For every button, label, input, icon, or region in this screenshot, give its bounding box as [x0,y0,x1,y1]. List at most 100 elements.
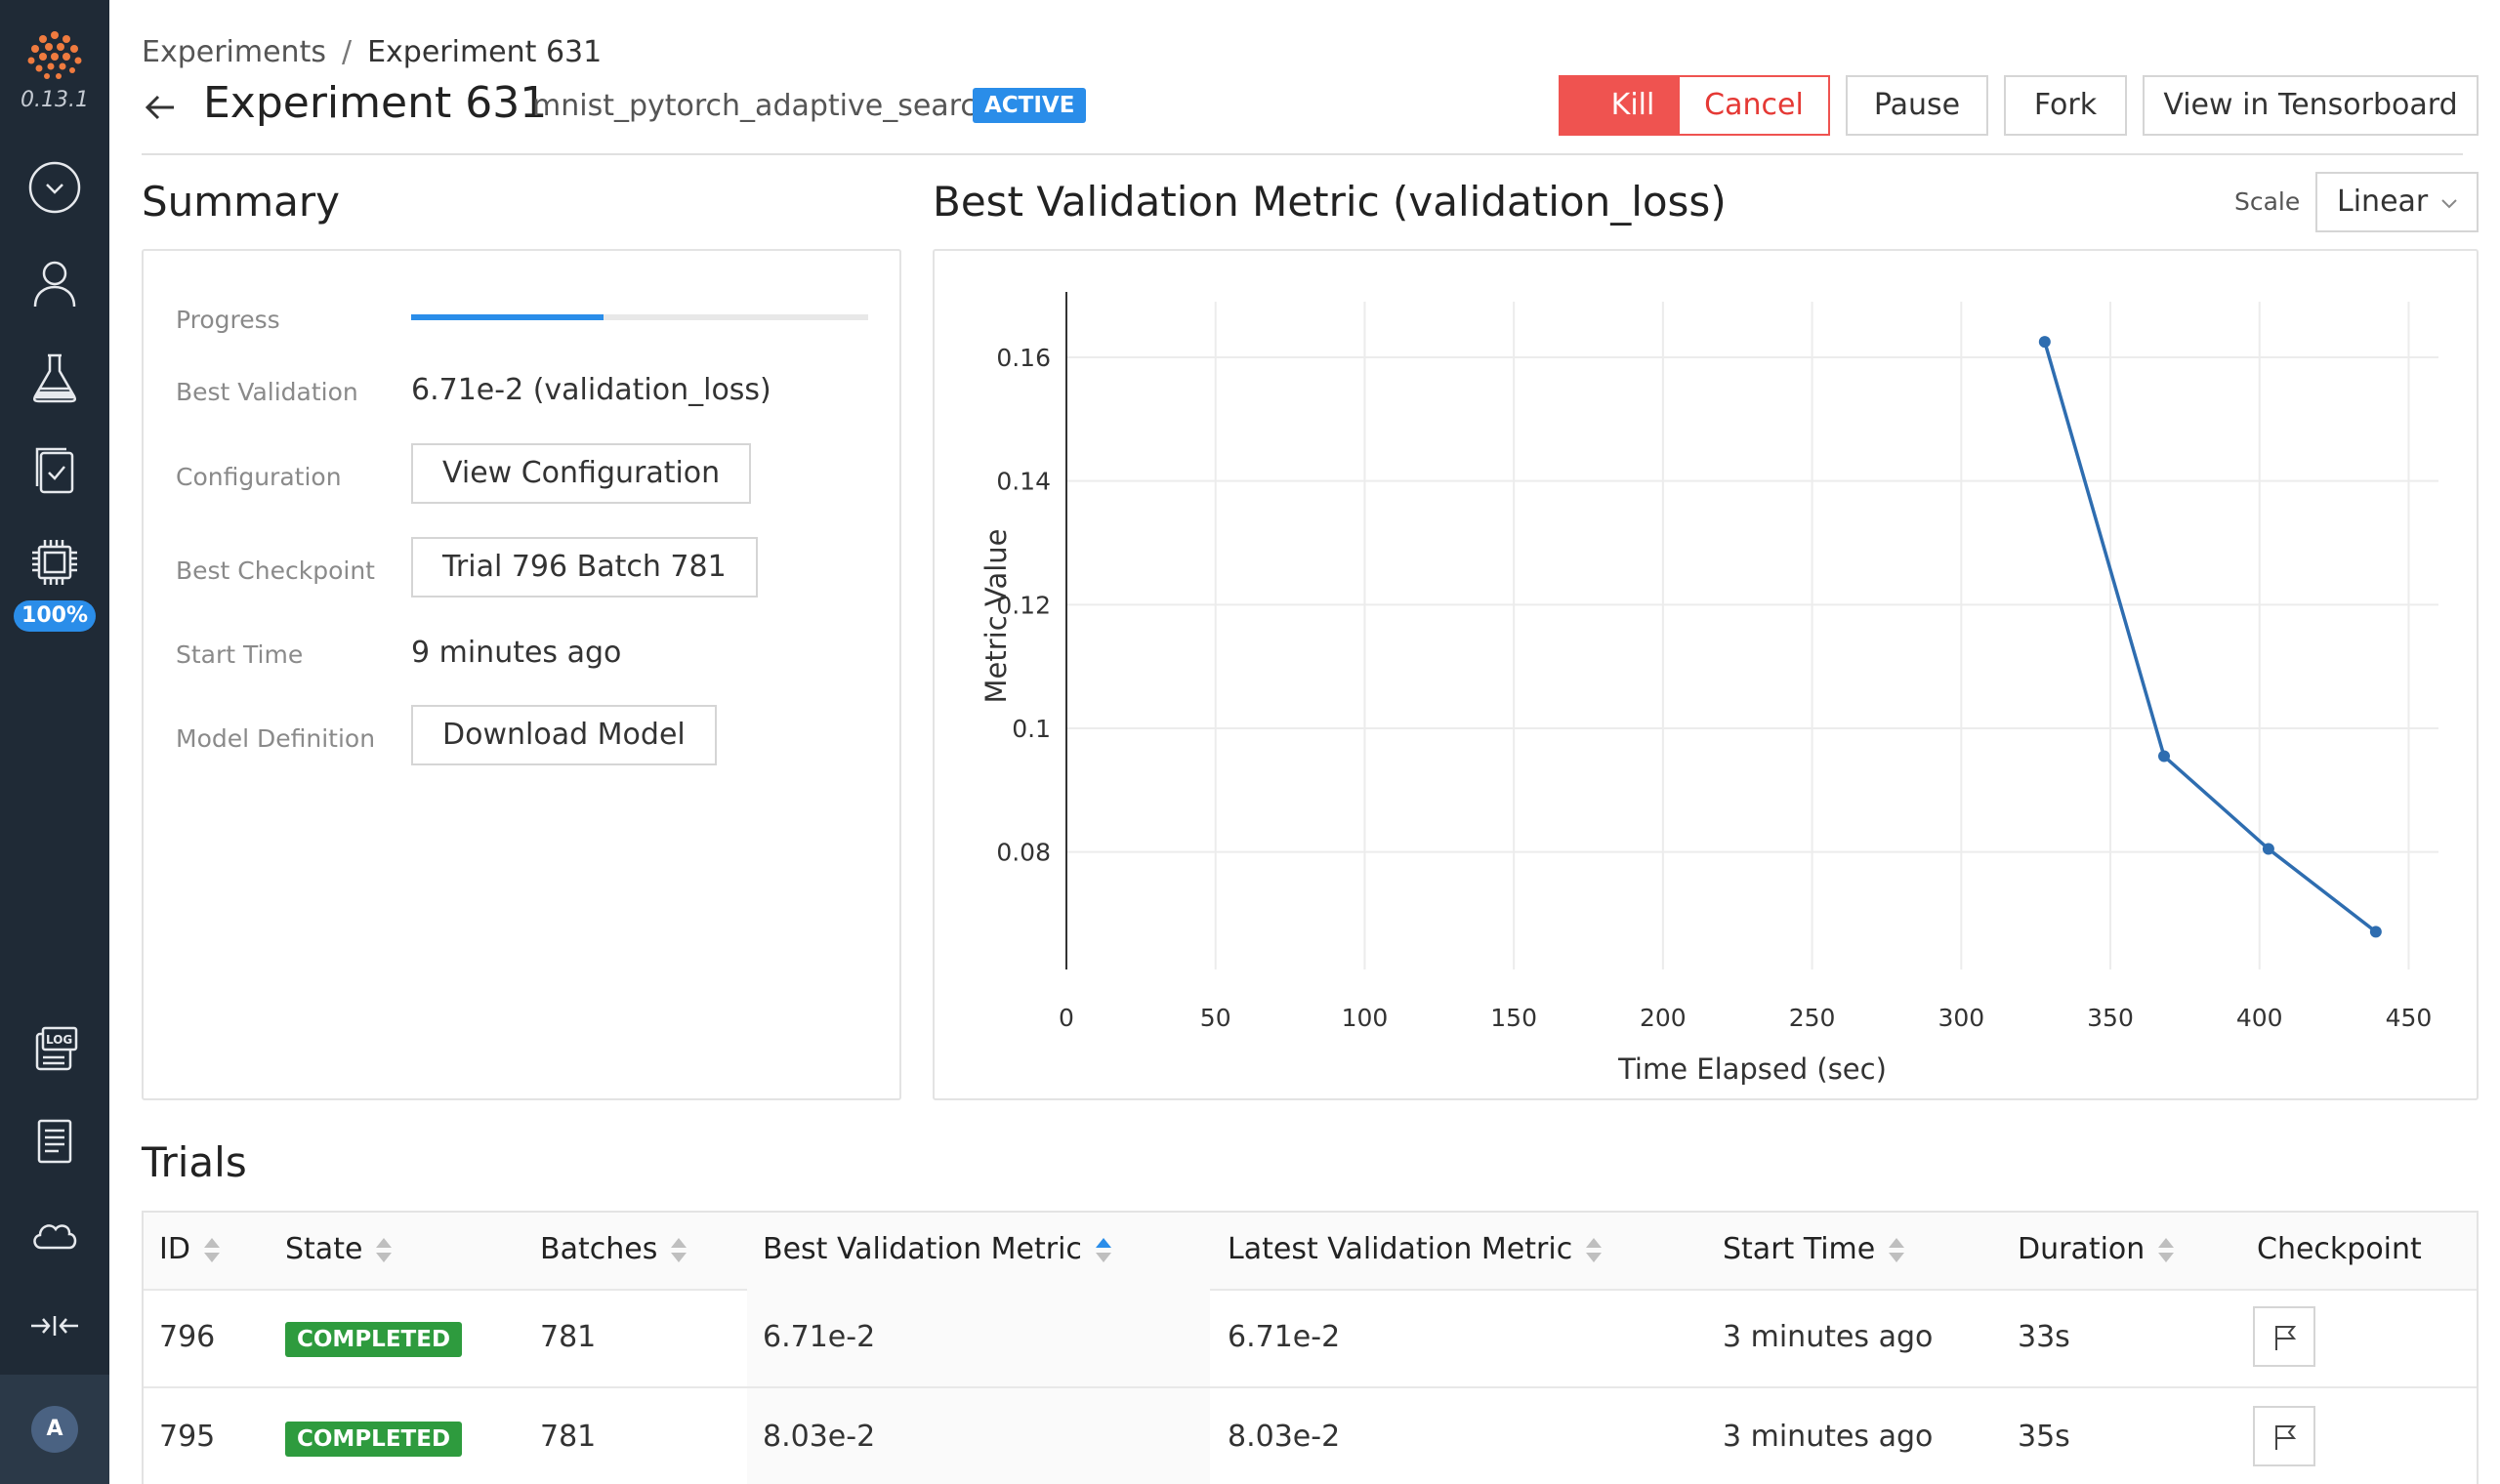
trial-batches: 781 [540,1420,597,1454]
fork-button[interactable]: Fork [2004,75,2127,136]
data-point [2369,926,2382,938]
slot-usage-badge: 100% [14,600,96,632]
scale-select-value: Linear [2337,185,2429,219]
determined-logo[interactable] [20,25,90,84]
log-icon[interactable]: LOG [27,1020,82,1075]
table-row[interactable]: 795 COMPLETED 781 8.03e-2 8.03e-2 3 minu… [144,1388,2477,1484]
breadcrumb-separator: / [341,35,353,69]
x-tick-label: 200 [1640,1004,1687,1032]
column-header-id[interactable]: ID [159,1232,220,1266]
header-divider [142,153,2463,155]
progress-bar-fill [411,314,604,320]
user-icon[interactable] [27,256,82,310]
cancel-button[interactable]: Cancel [1678,75,1830,136]
sort-icon [203,1236,220,1265]
column-header-duration[interactable]: Duration [2018,1232,2175,1266]
sidebar: 0.13.1 100% LOG A [0,0,109,1484]
x-axis-label: Time Elapsed (sec) [1617,1052,1887,1086]
data-point [2262,843,2274,855]
progress-bar [411,314,868,320]
x-tick-label: 350 [2087,1004,2134,1032]
flask-icon[interactable] [27,350,82,404]
state-badge: ACTIVE [973,88,1087,123]
column-header-batches[interactable]: Batches [540,1232,688,1266]
cloud-icon[interactable] [27,1207,82,1261]
tasks-icon[interactable] [27,441,82,496]
column-header-latest-validation[interactable]: Latest Validation Metric [1228,1232,1603,1266]
sort-icon [1889,1236,1905,1265]
x-tick-label: 300 [1938,1004,1984,1032]
table-header: ID State Batches Best Validation Metric … [144,1213,2477,1291]
y-tick-label: 0.14 [996,468,1051,496]
trial-state-badge: COMPLETED [285,1422,463,1457]
breadcrumb-experiments-link[interactable]: Experiments [142,35,326,69]
data-point [2158,750,2170,763]
page-title: Experiment 631 [203,78,548,128]
trial-start-time: 3 minutes ago [1723,1320,1934,1354]
checkpoint-button[interactable] [2253,1406,2315,1466]
column-header-start-time[interactable]: Start Time [1723,1232,1905,1266]
y-tick-label: 0.08 [996,839,1051,867]
experiment-name: mnist_pytorch_adaptive_search [532,89,995,123]
breadcrumb: Experiments / Experiment 631 [142,35,602,69]
pause-button[interactable]: Pause [1846,75,1988,136]
flag-icon [2275,1326,2297,1350]
view-configuration-button[interactable]: View Configuration [411,443,752,504]
column-header-checkpoint: Checkpoint [2257,1232,2422,1266]
view-tensorboard-button[interactable]: View in Tensorboard [2143,75,2479,136]
trial-best-validation: 6.71e-2 [763,1320,876,1354]
y-tick-label: 0.16 [996,344,1051,372]
x-tick-label: 50 [1200,1004,1231,1032]
column-header-best-validation[interactable]: Best Validation Metric [763,1232,1111,1266]
trial-id: 796 [159,1320,216,1354]
series-line [2043,341,2377,933]
cpu-icon[interactable] [27,535,82,590]
best-checkpoint-label: Best Checkpoint [176,556,375,585]
data-point [2038,336,2051,349]
document-icon[interactable] [27,1113,82,1168]
best-validation-value: 6.71e-2 (validation_loss) [411,373,771,407]
checkpoint-button[interactable] [2253,1306,2315,1367]
svg-text:LOG: LOG [46,1033,72,1047]
model-definition-label: Model Definition [176,724,376,753]
trials-title: Trials [142,1138,247,1186]
x-tick-label: 400 [2236,1004,2283,1032]
start-time-label: Start Time [176,640,304,669]
back-arrow-icon[interactable] [141,88,180,127]
chevron-down-icon [2441,199,2457,209]
trial-duration: 35s [2018,1420,2070,1454]
trial-latest-validation: 6.71e-2 [1228,1320,1341,1354]
trial-latest-validation: 8.03e-2 [1228,1420,1341,1454]
table-row[interactable]: 796 COMPLETED 781 6.71e-2 6.71e-2 3 minu… [144,1289,2477,1388]
y-tick-label: 0.1 [1012,715,1051,743]
summary-panel: Progress Best Validation 6.71e-2 (valida… [142,249,901,1100]
collapse-icon[interactable] [27,1298,82,1353]
x-tick-label: 100 [1342,1004,1389,1032]
sort-icon [1586,1236,1603,1265]
x-tick-label: 0 [1059,1004,1074,1032]
download-model-button[interactable]: Download Model [411,705,717,765]
avatar[interactable]: A [31,1406,78,1453]
chevron-down-circle-icon[interactable] [27,160,82,215]
best-validation-label: Best Validation [176,378,358,406]
chart-panel: 0 50 100 150 200 250 300 350 400 450 0.08 0.1 0.12 0.… [933,249,2479,1100]
trial-start-time: 3 minutes ago [1723,1420,1934,1454]
breadcrumb-current[interactable]: Experiment 631 [367,35,603,69]
column-header-state[interactable]: State [285,1232,393,1266]
trial-best-validation: 8.03e-2 [763,1420,876,1454]
x-tick-label: 450 [2386,1004,2433,1032]
sort-icon [376,1236,393,1265]
progress-label: Progress [176,306,280,334]
summary-title: Summary [142,178,340,226]
sort-ascending-icon [1095,1236,1111,1265]
validation-metric-chart: 0 50 100 150 200 250 300 350 400 450 0.08 0.1 0.12 0.… [979,292,2438,1086]
app-version: 0.13.1 [21,88,89,112]
x-tick-label: 150 [1490,1004,1537,1032]
x-tick-label: 250 [1789,1004,1836,1032]
chart-title: Best Validation Metric (validation_loss) [933,178,1727,226]
scale-select[interactable]: Linear [2315,172,2479,232]
trials-table: ID State Batches Best Validation Metric … [142,1211,2479,1484]
trial-batches: 781 [540,1320,597,1354]
best-checkpoint-button[interactable]: Trial 796 Batch 781 [411,537,758,598]
flag-icon [2275,1425,2297,1450]
